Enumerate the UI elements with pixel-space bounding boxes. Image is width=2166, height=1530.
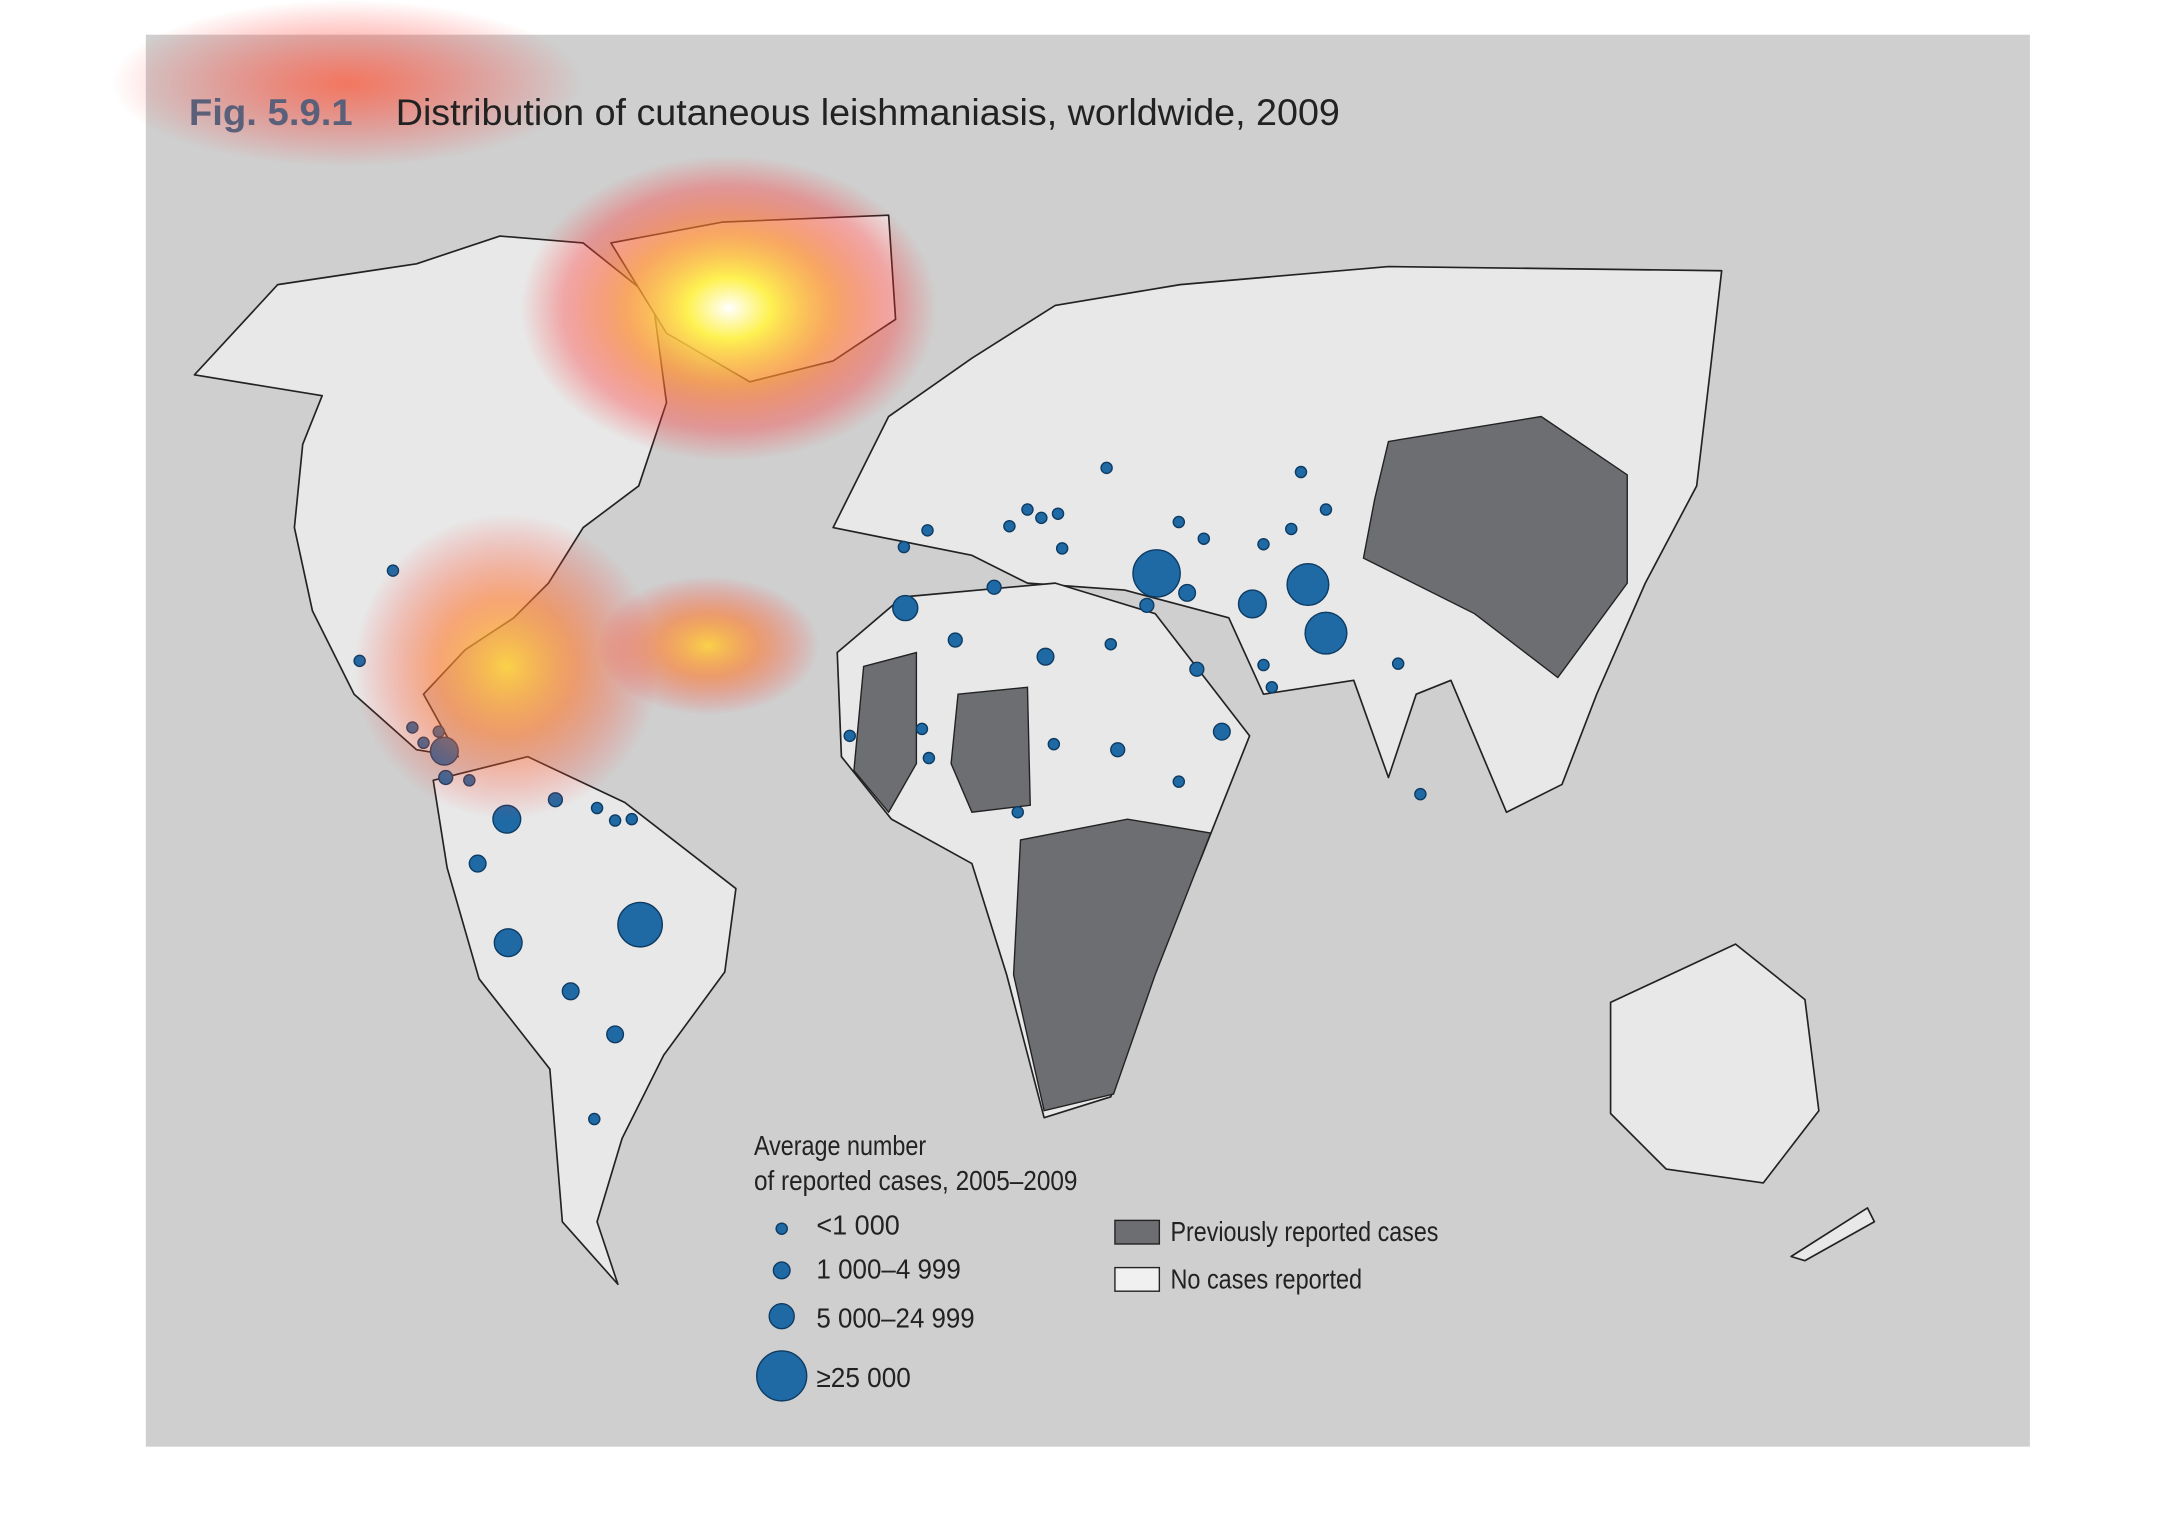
case-bubble — [606, 1025, 625, 1044]
legend-label: No cases reported — [1170, 1263, 1362, 1294]
legend-symbol — [756, 1350, 808, 1402]
case-bubble — [843, 729, 856, 743]
case-bubble — [922, 751, 936, 765]
case-bubbles — [353, 461, 1427, 1126]
legend-label: ≥25 000 — [816, 1362, 910, 1393]
case-bubble — [897, 540, 911, 554]
case-bubble — [1391, 657, 1405, 670]
case-bubble — [986, 579, 1002, 595]
central-africa-previously-reported — [1012, 818, 1212, 1112]
west-africa-previously-reported — [853, 651, 918, 814]
heat-spot — [354, 513, 660, 820]
case-bubble — [1319, 503, 1333, 516]
figure-title: Distribution of cutaneous leishmaniasis,… — [396, 91, 1340, 133]
case-bubble — [1051, 507, 1065, 520]
case-bubble — [1003, 519, 1016, 533]
case-bubble — [1035, 511, 1048, 525]
south-america — [432, 755, 737, 1286]
legend-label: 5 000–24 999 — [816, 1302, 974, 1333]
case-bubble — [468, 854, 487, 873]
case-bubble — [892, 594, 919, 622]
figure-number: Fig. 5.9.1 — [189, 91, 353, 133]
case-bubble — [1237, 589, 1267, 619]
case-bubble — [1036, 647, 1055, 666]
case-bubble — [608, 814, 622, 827]
case-bubble — [1257, 658, 1270, 672]
heat-spot — [597, 576, 820, 716]
case-bubble — [921, 524, 934, 537]
case-bubble — [1172, 775, 1186, 788]
legend-swatch — [1114, 1219, 1161, 1245]
eurasia — [832, 265, 1723, 814]
case-bubble — [1257, 537, 1270, 551]
legend-title: Average number — [754, 1130, 926, 1161]
legend-label: 1 000–4 999 — [816, 1254, 960, 1285]
case-bubble — [1011, 805, 1024, 819]
legend-symbol — [772, 1261, 791, 1280]
case-bubble — [1414, 787, 1427, 801]
case-bubble — [1110, 742, 1126, 758]
heat-spot — [520, 155, 938, 461]
case-bubble — [1104, 637, 1118, 651]
case-bubble — [1055, 542, 1069, 555]
case-bubble — [1132, 549, 1181, 598]
case-bubble — [1172, 515, 1186, 529]
legend-label: <1 000 — [816, 1209, 899, 1240]
new-zealand — [1790, 1207, 1876, 1262]
case-bubble — [617, 901, 664, 948]
case-bubble — [1285, 522, 1298, 536]
sahel-previously-reported — [950, 686, 1031, 813]
heat-spot — [111, 0, 584, 167]
legend-label: Previously reported cases — [1170, 1216, 1438, 1247]
case-bubble — [1304, 611, 1348, 655]
australia — [1609, 943, 1820, 1184]
case-bubble — [1197, 532, 1211, 545]
case-bubble — [493, 928, 523, 958]
legend-symbol — [775, 1222, 788, 1235]
case-bubble — [625, 812, 639, 826]
case-bubble — [1139, 597, 1155, 613]
case-bubble — [1100, 461, 1113, 475]
case-bubble — [1286, 562, 1330, 607]
case-bubble — [590, 801, 604, 815]
case-bubble — [1189, 661, 1205, 677]
china-previously-reported — [1362, 415, 1628, 679]
legend-title: of reported cases, 2005–2009 — [754, 1165, 1077, 1196]
case-bubble — [1265, 681, 1279, 694]
case-bubble — [915, 722, 929, 736]
case-bubble — [561, 982, 580, 1001]
legend-symbol — [768, 1302, 795, 1330]
case-bubble — [1047, 737, 1061, 751]
case-bubble — [1021, 503, 1034, 516]
case-bubble — [588, 1112, 601, 1126]
case-bubble — [947, 632, 963, 648]
legend-swatch — [1114, 1266, 1161, 1292]
case-bubble — [1294, 465, 1308, 479]
case-bubble — [1212, 722, 1231, 741]
heat-overlay — [111, 0, 938, 820]
case-bubble — [1178, 583, 1197, 602]
